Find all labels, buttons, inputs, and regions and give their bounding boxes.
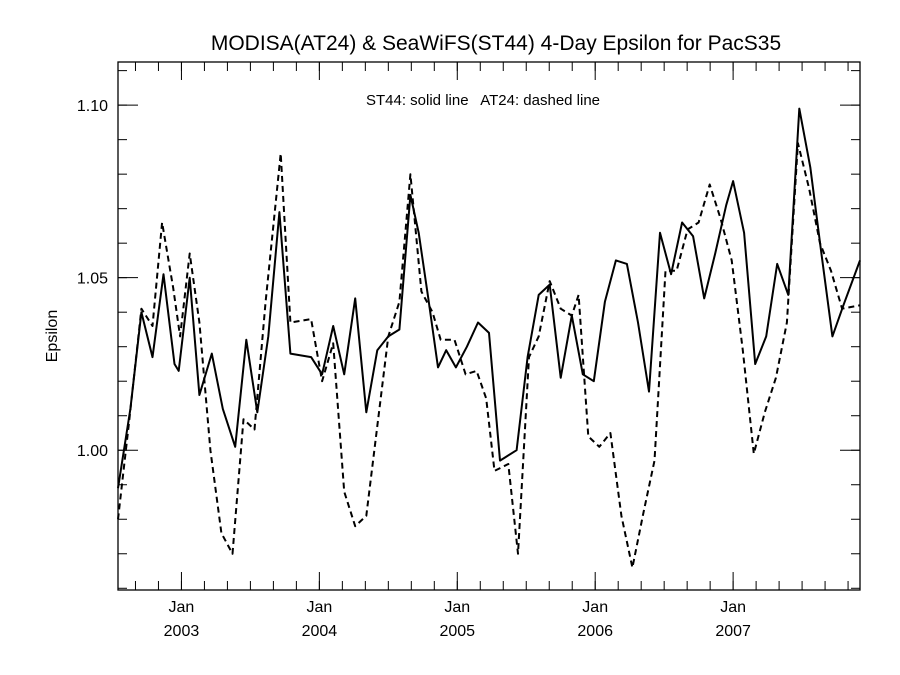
y-tick-label: 1.00 [77,443,108,460]
x-tick-year-label: 2004 [302,623,338,640]
x-tick-month-label: Jan [444,599,470,616]
x-tick-month-label: Jan [582,599,608,616]
series-style-note: ST44: solid line AT24: dashed line [366,92,600,109]
x-tick-year-label: 2003 [164,623,200,640]
plot-frame [117,61,861,591]
y-tick-label: 1.05 [77,271,108,288]
x-tick-year-label: 2006 [577,623,613,640]
data-series [117,107,861,569]
axis-ticks [118,62,860,590]
x-tick-month-label: Jan [306,599,332,616]
y-tick-label: 1.10 [77,98,108,115]
chart-title: MODISA(AT24) & SeaWiFS(ST44) 4-Day Epsil… [211,32,781,55]
series-line-st44 [117,107,861,489]
x-tick-year-label: 2007 [715,623,751,640]
tick-labels: 1.00 1.05 1.10 Jan 2003 Jan 2004 Jan 2005 Jan 2006… [77,98,751,640]
x-tick-year-label: 2005 [439,623,475,640]
x-tick-month-label: Jan [720,599,746,616]
x-tick-month-label: Jan [169,599,195,616]
y-axis-label: Epsilon [44,310,61,362]
series-line-at24 [117,142,861,569]
